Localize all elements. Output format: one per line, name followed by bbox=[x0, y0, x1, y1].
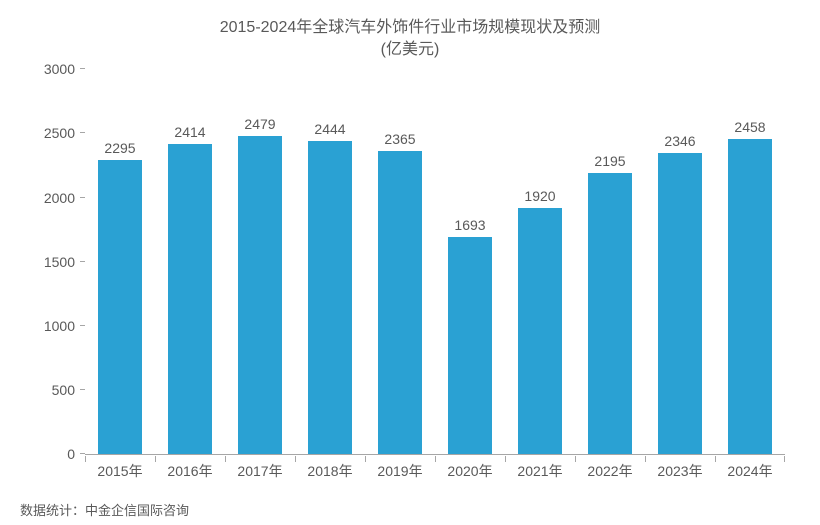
bar-slot: 2295 bbox=[85, 70, 155, 454]
bar-slot: 2479 bbox=[225, 70, 295, 454]
y-tick-label: 0 bbox=[30, 446, 75, 462]
bar-value-label: 1693 bbox=[454, 217, 485, 233]
bar bbox=[728, 139, 771, 454]
x-tick-label: 2015年 bbox=[85, 461, 155, 481]
bar-value-label: 1920 bbox=[524, 188, 555, 204]
bar-value-label: 2458 bbox=[734, 119, 765, 135]
bar bbox=[168, 144, 211, 454]
x-axis-labels: 2015年2016年2017年2018年2019年2020年2021年2022年… bbox=[85, 461, 785, 481]
bar bbox=[378, 151, 421, 455]
bar-slot: 2458 bbox=[715, 70, 785, 454]
bar bbox=[518, 208, 561, 454]
bar-slot: 1693 bbox=[435, 70, 505, 454]
bar-value-label: 2295 bbox=[104, 140, 135, 156]
y-tick-label: 1500 bbox=[30, 254, 75, 270]
bar bbox=[588, 173, 631, 455]
y-tick-label: 2500 bbox=[30, 125, 75, 141]
y-tick-label: 1000 bbox=[30, 318, 75, 334]
bar-value-label: 2365 bbox=[384, 131, 415, 147]
plot-area: 2295 2414 2479 2444 2365 1693 1920 2195 2346 2458… bbox=[85, 70, 785, 455]
x-tick-label: 2024年 bbox=[715, 461, 785, 481]
source-prefix: 数据统计： bbox=[20, 503, 85, 518]
source-text: 中金企信国际咨询 bbox=[85, 503, 189, 518]
bar-slot: 2444 bbox=[295, 70, 365, 454]
y-tick-label: 3000 bbox=[30, 61, 75, 77]
bar-value-label: 2346 bbox=[664, 133, 695, 149]
x-tick-label: 2023年 bbox=[645, 461, 715, 481]
x-tick-label: 2019年 bbox=[365, 461, 435, 481]
bar bbox=[238, 136, 281, 454]
x-tick-label: 2021年 bbox=[505, 461, 575, 481]
bar-slot: 2365 bbox=[365, 70, 435, 454]
x-tick-label: 2016年 bbox=[155, 461, 225, 481]
bar-value-label: 2479 bbox=[244, 116, 275, 132]
bar bbox=[308, 141, 351, 455]
bar-value-label: 2195 bbox=[594, 153, 625, 169]
bar-value-label: 2444 bbox=[314, 121, 345, 137]
bar bbox=[448, 237, 491, 454]
y-tick-label: 500 bbox=[30, 382, 75, 398]
bar-slot: 2346 bbox=[645, 70, 715, 454]
bar-slot: 2195 bbox=[575, 70, 645, 454]
chart-title-line1: 2015-2024年全球汽车外饰件行业市场规模现状及预测 bbox=[220, 19, 601, 36]
y-tick-label: 2000 bbox=[30, 190, 75, 206]
bars-group: 2295 2414 2479 2444 2365 1693 1920 2195 2346 2458 bbox=[85, 70, 785, 454]
bar-slot: 2414 bbox=[155, 70, 225, 454]
bar bbox=[658, 153, 701, 454]
bar bbox=[98, 160, 141, 455]
x-tick-label: 2022年 bbox=[575, 461, 645, 481]
bar-value-label: 2414 bbox=[174, 124, 205, 140]
x-tick-label: 2020年 bbox=[435, 461, 505, 481]
chart-title-line2: (亿美元) bbox=[381, 41, 440, 58]
chart-title: 2015-2024年全球汽车外饰件行业市场规模现状及预测 (亿美元) bbox=[30, 17, 790, 60]
data-source: 数据统计：中金企信国际咨询 bbox=[20, 500, 189, 519]
chart-container: 2015-2024年全球汽车外饰件行业市场规模现状及预测 (亿美元) 22952… bbox=[30, 15, 790, 495]
bar-slot: 1920 bbox=[505, 70, 575, 454]
x-tick-label: 2017年 bbox=[225, 461, 295, 481]
x-tick-label: 2018年 bbox=[295, 461, 365, 481]
